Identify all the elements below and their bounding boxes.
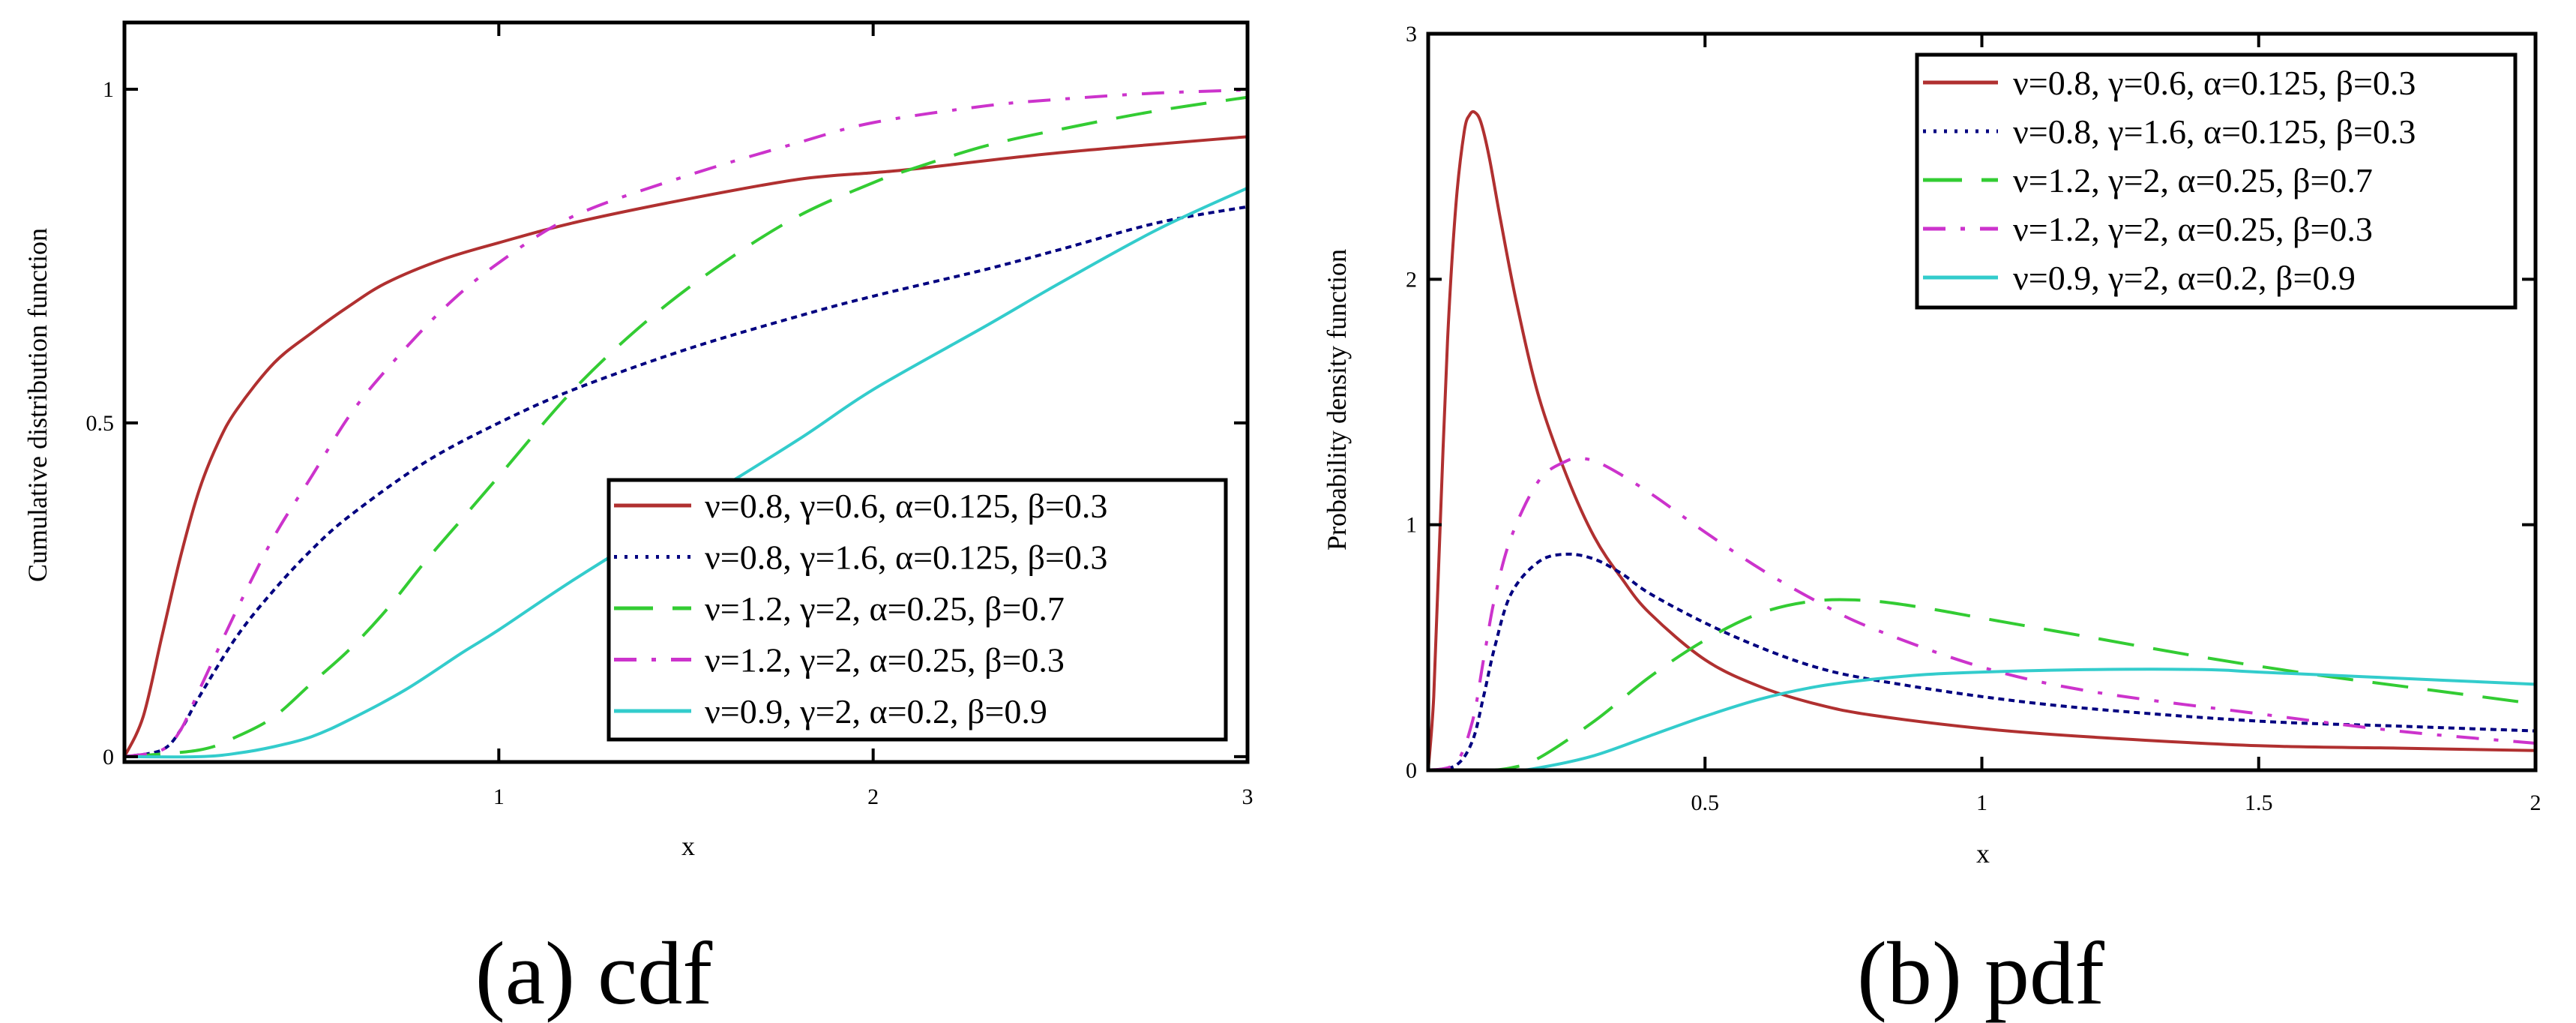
cdf-x-tick-label: 3 [1242, 784, 1254, 809]
pdf-x-axis-label: x [1976, 838, 1990, 868]
cdf-series-line-1 [123, 135, 1248, 758]
cdf-panel: 1 2 3 0 0.5 1 x Cumulative distribution funct… [22, 20, 1254, 1023]
pdf-curves [1426, 110, 2538, 772]
cdf-x-axis-label: x [681, 831, 695, 861]
pdf-y-tick-label: 0 [1406, 758, 1417, 783]
pdf-y-tick-label: 2 [1406, 267, 1417, 292]
cdf-series-line-2 [122, 205, 1250, 759]
cdf-plot-frame [122, 20, 1250, 764]
pdf-y-tick-label: 3 [1406, 22, 1417, 46]
pdf-ticks: 0.5 1 1.5 2 0 1 2 3 [1406, 22, 2542, 815]
cdf-legend: ν=0.8, γ=0.6, α=0.125, β=0.3 ν=0.8, γ=1.6… [607, 478, 1228, 742]
cdf-series-line-3 [124, 95, 1248, 758]
cdf-y-tick-label: 1 [103, 77, 114, 102]
pdf-caption: (b) pdf [1857, 923, 2104, 1023]
cdf-legend-label-1: ν=0.8, γ=0.6, α=0.125, β=0.3 [705, 487, 1107, 525]
cdf-legend-entries: ν=0.8, γ=0.6, α=0.125, β=0.3 ν=0.8, γ=1.6… [614, 487, 1107, 730]
cdf-legend-label-3: ν=1.2, γ=2, α=0.25, β=0.7 [705, 590, 1065, 628]
cdf-legend-label-2: ν=0.8, γ=1.6, α=0.125, β=0.3 [705, 538, 1107, 577]
pdf-legend-label-2: ν=0.8, γ=1.6, α=0.125, β=0.3 [2013, 112, 2416, 151]
pdf-x-tick-label: 0.5 [1691, 790, 1720, 815]
cdf-series-line-5 [124, 186, 1248, 759]
pdf-series-line-4 [1427, 456, 2536, 772]
pdf-y-tick-label: 1 [1406, 513, 1417, 538]
pdf-panel: 0.5 1 1.5 2 0 1 2 3 x Probability density funct… [1322, 22, 2542, 1023]
pdf-legend-label-3: ν=1.2, γ=2, α=0.25, β=0.7 [2013, 161, 2373, 200]
pdf-legend-label-1: ν=0.8, γ=0.6, α=0.125, β=0.3 [2013, 64, 2416, 102]
pdf-legend-label-5: ν=0.9, γ=2, α=0.2, β=0.9 [2013, 259, 2356, 297]
cdf-series-line-4 [124, 88, 1248, 758]
pdf-x-tick-label: 1 [1976, 790, 1987, 815]
pdf-series-line-2 [1426, 552, 2538, 772]
cdf-y-axis-label: Cumulative distribution function [22, 228, 52, 582]
cdf-legend-label-5: ν=0.9, γ=2, α=0.2, β=0.9 [705, 692, 1047, 730]
cdf-caption: (a) cdf [475, 923, 712, 1023]
pdf-y-axis-label: Probability density function [1322, 249, 1352, 550]
cdf-legend-label-4: ν=1.2, γ=2, α=0.25, β=0.3 [705, 641, 1065, 680]
pdf-legend: ν=0.8, γ=0.6, α=0.125, β=0.3 ν=0.8, γ=1.6… [1915, 52, 2518, 310]
cdf-ticks: 1 2 3 0 0.5 1 [86, 22, 1254, 809]
pdf-legend-box [1915, 52, 2518, 310]
pdf-legend-entries: ν=0.8, γ=0.6, α=0.125, β=0.3 ν=0.8, γ=1.6… [1923, 64, 2416, 297]
cdf-y-tick-label: 0.5 [86, 411, 115, 436]
cdf-legend-box [607, 478, 1228, 742]
cdf-x-tick-label: 2 [867, 784, 879, 809]
pdf-legend-label-4: ν=1.2, γ=2, α=0.25, β=0.3 [2013, 210, 2373, 248]
pdf-x-tick-label: 2 [2530, 790, 2542, 815]
cdf-y-tick-label: 0 [103, 745, 114, 770]
pdf-series-line-3 [1427, 598, 2536, 772]
pdf-x-tick-label: 1.5 [2245, 790, 2273, 815]
pdf-series-line-1 [1427, 110, 2536, 771]
cdf-x-tick-label: 1 [493, 784, 505, 809]
pdf-series-line-5 [1427, 668, 2536, 772]
cdf-curves [122, 88, 1250, 759]
